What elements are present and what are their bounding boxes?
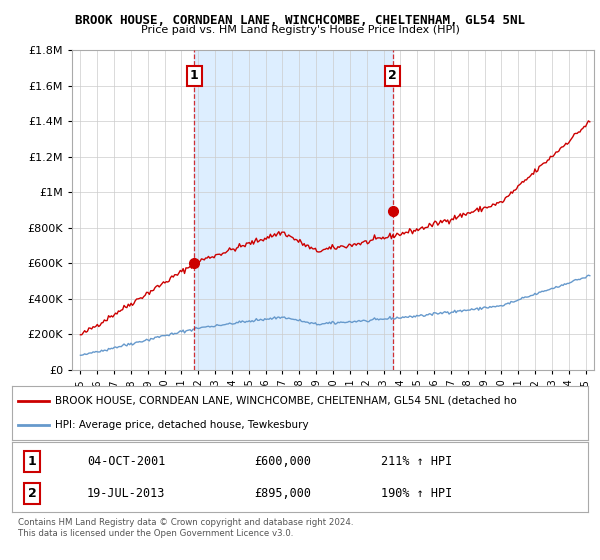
- Text: £895,000: £895,000: [254, 487, 311, 500]
- Text: BROOK HOUSE, CORNDEAN LANE, WINCHCOMBE, CHELTENHAM, GL54 5NL: BROOK HOUSE, CORNDEAN LANE, WINCHCOMBE, …: [75, 14, 525, 27]
- Text: Contains HM Land Registry data © Crown copyright and database right 2024.: Contains HM Land Registry data © Crown c…: [18, 518, 353, 527]
- Text: 19-JUL-2013: 19-JUL-2013: [87, 487, 165, 500]
- Text: HPI: Average price, detached house, Tewkesbury: HPI: Average price, detached house, Tewk…: [55, 420, 309, 430]
- Text: £600,000: £600,000: [254, 455, 311, 468]
- Text: 2: 2: [28, 487, 37, 500]
- Text: 04-OCT-2001: 04-OCT-2001: [87, 455, 165, 468]
- Bar: [194, 50, 392, 370]
- Text: 2: 2: [388, 69, 397, 82]
- Text: 1: 1: [190, 69, 199, 82]
- Text: 211% ↑ HPI: 211% ↑ HPI: [380, 455, 452, 468]
- Text: This data is licensed under the Open Government Licence v3.0.: This data is licensed under the Open Gov…: [18, 529, 293, 538]
- Text: 1: 1: [28, 455, 37, 468]
- Text: Price paid vs. HM Land Registry's House Price Index (HPI): Price paid vs. HM Land Registry's House …: [140, 25, 460, 35]
- Text: 190% ↑ HPI: 190% ↑ HPI: [380, 487, 452, 500]
- Text: BROOK HOUSE, CORNDEAN LANE, WINCHCOMBE, CHELTENHAM, GL54 5NL (detached ho: BROOK HOUSE, CORNDEAN LANE, WINCHCOMBE, …: [55, 396, 517, 406]
